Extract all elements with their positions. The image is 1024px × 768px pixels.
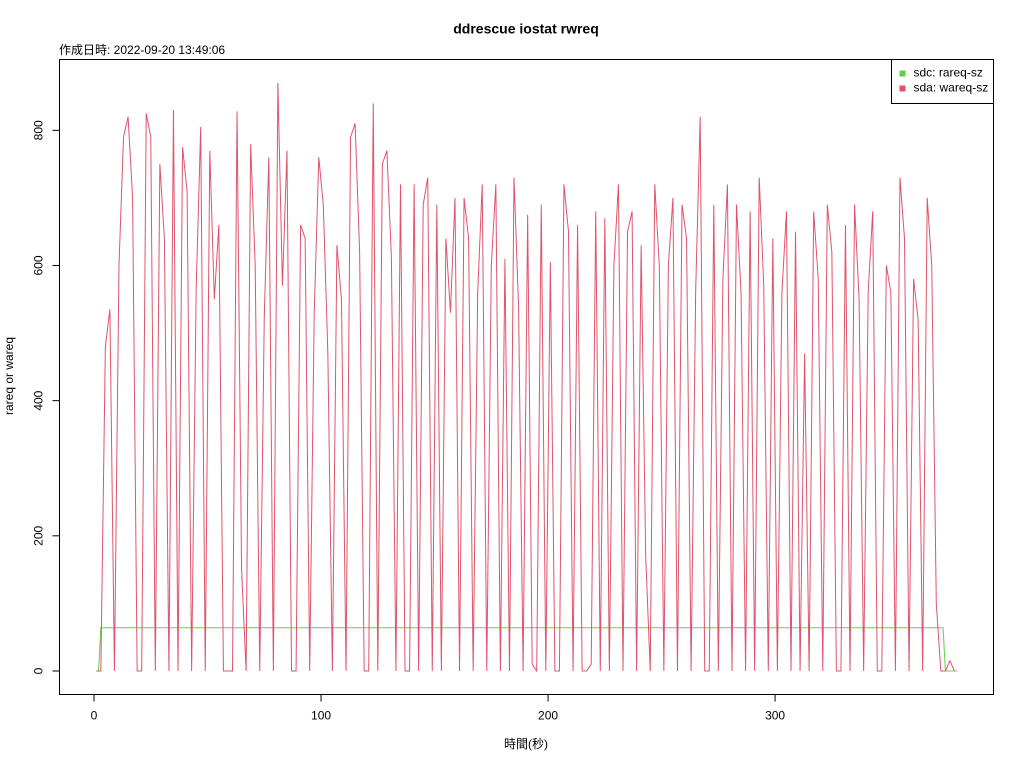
series-line	[96, 627, 957, 672]
y-axis-label: rareq or wareq	[2, 337, 16, 415]
x-tick-label: 300	[765, 709, 785, 723]
x-axis-label: 時間(秒)	[504, 737, 548, 751]
legend-box	[891, 59, 994, 104]
y-tick-label: 200	[32, 525, 46, 545]
y-tick-label: 600	[32, 255, 46, 275]
legend-swatch	[899, 70, 906, 77]
y-tick-label: 0	[32, 667, 46, 674]
legend-label: sda: wareq-sz	[914, 81, 989, 95]
x-tick-label: 0	[91, 709, 98, 723]
plot-area	[96, 83, 957, 673]
series-line	[96, 83, 955, 673]
x-tick-label: 100	[311, 709, 331, 723]
legend-label: sdc: rareq-sz	[914, 66, 983, 80]
y-tick-label: 800	[32, 120, 46, 140]
chart-subtitle: 作成日時: 2022-09-20 13:49:06	[59, 43, 225, 57]
legend-swatch	[899, 85, 906, 92]
y-tick-label: 400	[32, 390, 46, 410]
x-tick-label: 200	[538, 709, 558, 723]
chart-title: ddrescue iostat rwreq	[453, 21, 599, 37]
